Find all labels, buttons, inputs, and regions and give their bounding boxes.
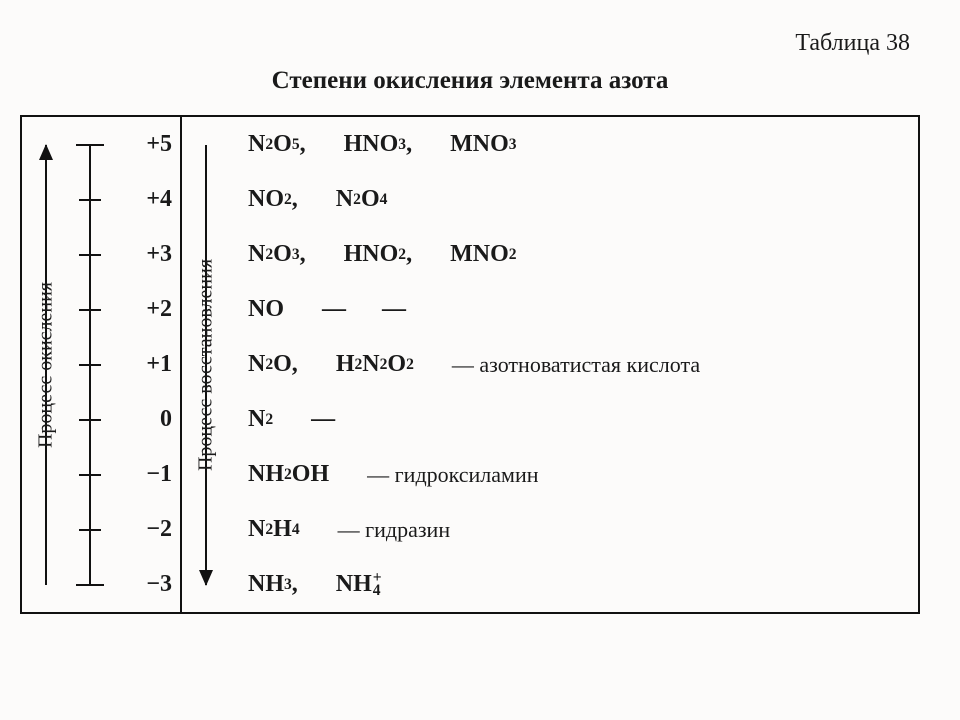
- oxidation-state: 0: [110, 392, 180, 447]
- chemical-formula: NO: [248, 296, 284, 323]
- chemical-formula: NH3,: [248, 571, 298, 598]
- compound-row: N2 —: [230, 392, 918, 447]
- reduction-label: Процесс восстановления: [195, 258, 218, 470]
- chemical-formula: —: [311, 406, 333, 433]
- compound-row: NH2OH — гидроксиламин: [230, 447, 918, 502]
- chemical-formula: NH+4: [336, 571, 382, 598]
- oxidation-state: +2: [110, 282, 180, 337]
- chemical-formula: MNO2: [450, 241, 516, 268]
- tick-mark: [76, 144, 104, 146]
- tick-mark: [79, 529, 101, 531]
- oxidation-state: −3: [110, 557, 180, 612]
- chemical-formula: N2O,: [248, 351, 298, 378]
- compound-note: — гидроксиламин: [367, 462, 538, 488]
- table-caption: Таблица 38: [20, 30, 910, 57]
- chemical-formula: HNO2,: [344, 241, 412, 268]
- col-oxidation-states: +5+4+3+2+10−1−2−3: [110, 117, 180, 612]
- tick-mark: [79, 199, 101, 201]
- chemical-formula: —: [382, 296, 404, 323]
- chemical-formula: NH2OH: [248, 461, 329, 488]
- chemical-formula: N2O5,: [248, 131, 306, 158]
- chemical-formula: H2N2O2: [336, 351, 414, 378]
- col-tick-scale: [70, 117, 110, 612]
- compound-note: — гидразин: [338, 517, 451, 543]
- compound-row: NO — —: [230, 282, 918, 337]
- chemical-formula: N2: [248, 406, 273, 433]
- col-compounds: N2O5, HNO3, MNO3 NO2, N2O4 N2O3, HNO2, MNO2 NO — —…: [230, 117, 918, 612]
- col-oxidation: Процесс окисления: [22, 117, 70, 612]
- compound-row: NO2, N2O4: [230, 172, 918, 227]
- tick-mark: [76, 584, 104, 586]
- oxidation-state: −2: [110, 502, 180, 557]
- chemical-formula: HNO3,: [344, 131, 412, 158]
- tick-mark: [79, 474, 101, 476]
- compound-row: N2O3, HNO2, MNO2: [230, 227, 918, 282]
- chemical-formula: N2O4: [336, 186, 388, 213]
- page: Таблица 38 Степени окисления элемента аз…: [0, 0, 960, 720]
- chemical-formula: N2O3,: [248, 241, 306, 268]
- oxidation-state: +4: [110, 172, 180, 227]
- table-title: Степени окисления элемента азота: [20, 67, 920, 95]
- chemical-formula: —: [322, 296, 344, 323]
- oxidation-state: +3: [110, 227, 180, 282]
- oxidation-state: +1: [110, 337, 180, 392]
- compound-row: NH3, NH+4: [230, 557, 918, 612]
- tick-mark: [79, 254, 101, 256]
- oxidation-state: −1: [110, 447, 180, 502]
- col-reduction: Процесс восстановления: [180, 117, 230, 612]
- chemical-formula: N2H4: [248, 516, 300, 543]
- compound-note: — азотноватистая кислота: [452, 352, 700, 378]
- tick-mark: [79, 364, 101, 366]
- tick-mark: [79, 419, 101, 421]
- oxidation-state: +5: [110, 117, 180, 172]
- compound-row: N2O5, HNO3, MNO3: [230, 117, 918, 172]
- oxidation-label: Процесс окисления: [35, 281, 58, 447]
- compound-row: N2O, H2N2O2 — азотноватистая кислота: [230, 337, 918, 392]
- chemical-formula: NO2,: [248, 186, 298, 213]
- table-frame: Процесс окисления +5+4+3+2+10−1−2−3 Проц…: [20, 115, 920, 614]
- chemical-formula: MNO3: [450, 131, 516, 158]
- compound-row: N2H4 — гидразин: [230, 502, 918, 557]
- tick-mark: [79, 309, 101, 311]
